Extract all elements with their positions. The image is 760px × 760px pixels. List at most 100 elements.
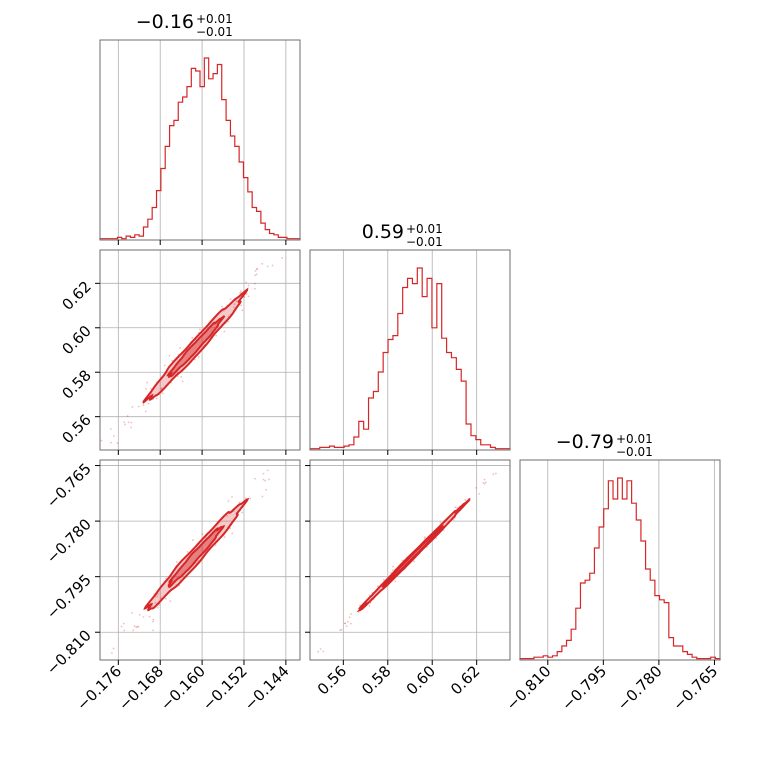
sample-point: [241, 309, 244, 312]
sample-point: [262, 478, 265, 481]
sample-point: [247, 295, 250, 298]
sample-point: [390, 571, 392, 574]
sample-point: [247, 284, 250, 287]
sample-point: [266, 265, 269, 268]
sample-point: [344, 622, 347, 625]
sample-point: [256, 268, 258, 270]
sample-point: [240, 304, 242, 307]
x-tick-label: 0.60: [403, 662, 439, 698]
sample-point: [133, 625, 136, 628]
sample-point: [120, 625, 123, 628]
sample-point: [169, 600, 172, 603]
sample-point: [116, 442, 119, 444]
title-plus: +0.01: [406, 222, 443, 236]
sample-point: [254, 269, 257, 272]
sample-point: [368, 604, 371, 607]
sample-point: [160, 387, 163, 390]
sample-point: [319, 648, 322, 650]
sample-point: [344, 622, 346, 625]
sample-point: [180, 376, 183, 378]
sample-point: [159, 597, 162, 599]
sample-point: [223, 330, 226, 333]
sample-point: [347, 620, 349, 623]
panel-frame: [519, 459, 721, 661]
sample-point: [413, 560, 415, 563]
contour-inner: [166, 315, 226, 379]
sample-point: [243, 296, 246, 298]
sample-point: [124, 423, 126, 426]
sample-point: [132, 629, 135, 632]
sample-point: [227, 500, 230, 502]
sample-point: [163, 364, 166, 367]
sample-point: [401, 559, 404, 562]
sample-point: [137, 625, 140, 628]
sample-point: [122, 622, 125, 625]
sample-point: [478, 492, 480, 495]
sample-point: [152, 618, 155, 621]
sample-point: [100, 439, 103, 442]
sample-point: [136, 625, 139, 628]
sample-point: [135, 626, 138, 629]
sample-point: [235, 300, 238, 303]
panel-contents: [52, 460, 288, 703]
sample-point: [392, 565, 394, 568]
contour-inner: [167, 525, 226, 589]
sample-point: [244, 497, 247, 500]
sample-point: [249, 497, 252, 500]
sample-point: [109, 428, 112, 430]
sample-point: [483, 482, 486, 485]
sample-point: [145, 388, 147, 390]
sample-point: [148, 615, 151, 618]
sample-point: [191, 336, 194, 339]
sample-point: [484, 481, 487, 484]
panel-frame: [309, 249, 511, 451]
hist-panel-2: −0.810 −0.795 −0.780 −0.765: [503, 459, 721, 714]
sample-point: [131, 611, 134, 614]
sample-point: [382, 578, 385, 581]
y-tick-label: 0.58: [58, 366, 94, 402]
sample-point: [255, 273, 258, 276]
sample-point: [266, 469, 269, 472]
sample-point: [281, 256, 284, 259]
scatter-panel-2-0: −0.176−0.168−0.160−0.152−0.144−0.810−0.7…: [43, 459, 301, 714]
sample-point: [317, 650, 320, 653]
sample-point: [376, 585, 379, 588]
x-tick-label: 0.58: [358, 662, 394, 698]
sample-point: [348, 616, 351, 619]
sample-point: [197, 355, 200, 358]
title-minus: −0.01: [406, 235, 443, 249]
panel-frame: [309, 459, 511, 661]
sample-point: [494, 472, 497, 475]
sample-point: [350, 613, 352, 615]
sample-point: [112, 647, 115, 650]
sample-point: [164, 597, 167, 600]
sample-point: [52, 701, 54, 703]
sample-point: [156, 595, 159, 598]
sample-point: [262, 472, 265, 475]
y-tick-label: −0.765: [43, 460, 95, 512]
hist-step-2: [519, 477, 721, 660]
sample-point: [293, 678, 295, 680]
sample-point: [240, 290, 242, 292]
sample-point: [123, 629, 126, 632]
title-2: −0.79 +0.01−0.01: [556, 431, 653, 459]
sample-point: [439, 521, 442, 524]
sample-point: [345, 625, 348, 628]
contour-inner: [381, 524, 445, 589]
sample-point: [452, 518, 455, 521]
sample-point: [229, 298, 232, 301]
sample-point: [179, 347, 182, 349]
sample-point: [112, 435, 115, 437]
sample-point: [231, 532, 234, 535]
x-tick-label: −0.144: [241, 662, 293, 714]
title-value: −0.79: [556, 431, 614, 453]
sample-point: [198, 328, 201, 331]
title-plus: +0.01: [196, 12, 233, 26]
title-value: −0.16: [136, 11, 194, 33]
panel-contents: [293, 472, 497, 680]
sample-point: [221, 305, 223, 308]
y-tick-label: 0.56: [58, 411, 94, 447]
sample-point: [126, 415, 129, 417]
sample-point: [130, 426, 133, 429]
sample-point: [192, 539, 194, 541]
